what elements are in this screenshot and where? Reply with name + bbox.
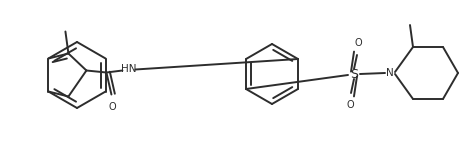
- Text: N: N: [385, 68, 393, 78]
- Text: S: S: [349, 67, 357, 81]
- Text: O: O: [354, 38, 361, 48]
- Text: O: O: [346, 100, 353, 110]
- Text: O: O: [109, 102, 116, 112]
- Text: HN: HN: [120, 65, 136, 75]
